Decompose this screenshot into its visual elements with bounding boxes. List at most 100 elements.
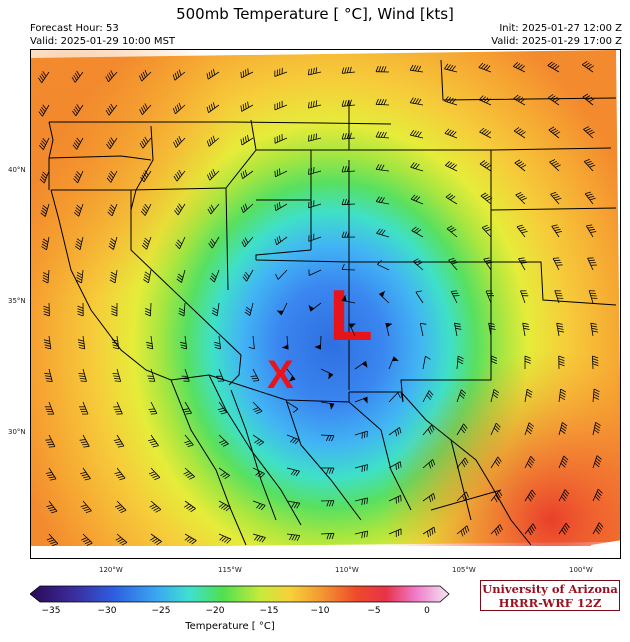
wind-barb-shaft — [150, 434, 159, 446]
wind-barb-feather — [74, 209, 80, 215]
wind-barb-shaft — [252, 533, 266, 538]
wind-barb-feather — [518, 129, 524, 135]
wind-barb-feather — [518, 257, 525, 260]
wind-barb-feather — [346, 132, 350, 139]
wind-barb-feather — [376, 228, 381, 234]
wind-barb-shaft — [209, 170, 220, 181]
wind-barb-shaft — [252, 401, 263, 412]
wind-barb-shaft — [184, 500, 196, 509]
wind-barb-shaft — [515, 194, 526, 205]
wind-barb-feather — [478, 62, 484, 68]
wind-barb-feather — [212, 102, 216, 109]
wind-barb-feather — [552, 193, 558, 197]
lon-label-110: 110°W — [335, 566, 359, 574]
wind-barb-feather — [290, 469, 295, 476]
wind-barb-shaft — [376, 169, 390, 172]
wind-barb-feather — [177, 276, 183, 281]
wind-barb-feather — [82, 443, 89, 446]
wind-barb-feather — [76, 279, 82, 284]
wind-barb-feather — [43, 313, 50, 317]
wind-barb-feather — [80, 504, 87, 508]
wind-barb-shaft — [552, 258, 560, 271]
wind-barb-feather — [528, 422, 534, 427]
wind-barb-feather — [152, 538, 158, 543]
wind-barb-feather — [452, 292, 459, 295]
wind-barb-feather — [550, 128, 557, 132]
wind-barb-feather — [76, 240, 82, 245]
wind-barb-feather — [212, 169, 216, 175]
wind-barb-shaft — [412, 261, 424, 271]
wind-barb-feather — [42, 138, 47, 143]
wind-barb-feather — [176, 205, 182, 211]
wind-barb-feather — [77, 310, 84, 314]
wind-barb-feather — [427, 392, 433, 398]
wind-barbs — [38, 60, 604, 547]
wind-barb-feather — [140, 210, 146, 216]
wind-barb-shaft — [490, 456, 499, 469]
wind-barb-shaft — [48, 467, 57, 480]
wind-barb-shaft — [150, 533, 162, 542]
wind-barb-feather — [492, 394, 498, 399]
lon-label-120: 120°W — [99, 566, 123, 574]
wind-barb-feather — [478, 95, 484, 101]
wind-barb-shaft — [82, 533, 93, 544]
wind-barb-shaft — [218, 533, 232, 540]
colorbar-tick-label: −15 — [259, 606, 279, 616]
wind-barb-shaft — [341, 203, 356, 206]
wind-barb-shaft — [309, 269, 322, 276]
wind-barb-feather — [75, 173, 81, 179]
wind-barb-feather — [247, 68, 249, 75]
wind-barb-feather — [517, 64, 523, 69]
wind-barb-shaft — [181, 269, 186, 283]
wind-barb-feather — [112, 347, 119, 350]
wind-barb-shaft — [479, 163, 492, 172]
wind-barb-feather — [497, 526, 502, 533]
wind-barb-feather — [529, 458, 534, 464]
wind-barb-feather — [460, 391, 466, 397]
wind-barb-feather — [44, 344, 51, 347]
wind-barb-shaft — [308, 236, 322, 242]
wind-barb-feather — [483, 130, 489, 135]
wind-barb-feather — [485, 259, 492, 262]
wind-barb-feather — [448, 227, 455, 231]
wind-barb-feather — [518, 162, 525, 167]
wind-barb-feather — [411, 226, 417, 231]
wind-barb-feather — [495, 422, 501, 428]
wind-barb-feather — [594, 427, 600, 432]
wind-barb-feather — [73, 142, 79, 148]
wind-barb-feather — [432, 459, 436, 466]
wind-barb-feather — [111, 310, 118, 314]
wind-barb-feather — [429, 529, 432, 536]
wind-barb-feather — [144, 237, 150, 243]
wind-barb-feather — [597, 524, 603, 530]
wind-barb-feather — [326, 467, 330, 474]
wind-barb-shaft — [74, 71, 84, 83]
wind-barb-feather — [77, 308, 84, 312]
wind-barb-shaft — [142, 104, 152, 115]
wind-barb-shaft — [241, 104, 254, 112]
wind-barb-shaft — [277, 269, 288, 280]
wind-barb-feather — [248, 346, 255, 350]
wind-barb-shaft — [550, 193, 560, 205]
wind-barb-feather — [45, 377, 52, 380]
wind-barb-feather — [48, 446, 55, 448]
wind-barb-feather — [176, 71, 180, 78]
wind-barb-feather — [41, 246, 47, 251]
wind-barb-feather — [210, 170, 214, 177]
wind-barb-shaft — [419, 323, 424, 337]
wind-barb-shaft — [410, 166, 424, 172]
wind-barb-shaft — [308, 203, 322, 209]
wind-barb-shaft — [249, 302, 254, 316]
wind-barb-feather — [497, 456, 502, 462]
wind-barb-feather — [258, 504, 264, 510]
wind-barb-shaft — [320, 532, 335, 535]
wind-barb-feather — [109, 243, 115, 248]
wind-barb-shaft — [548, 129, 560, 139]
wind-barb-feather — [113, 378, 120, 380]
wind-barb-feather — [84, 508, 90, 512]
wind-barb-feather — [220, 472, 226, 477]
wind-barb-feather — [466, 525, 470, 532]
wind-barb-feather — [151, 505, 158, 510]
wind-barb-feather — [397, 462, 400, 469]
wind-barb-feather — [107, 107, 112, 114]
